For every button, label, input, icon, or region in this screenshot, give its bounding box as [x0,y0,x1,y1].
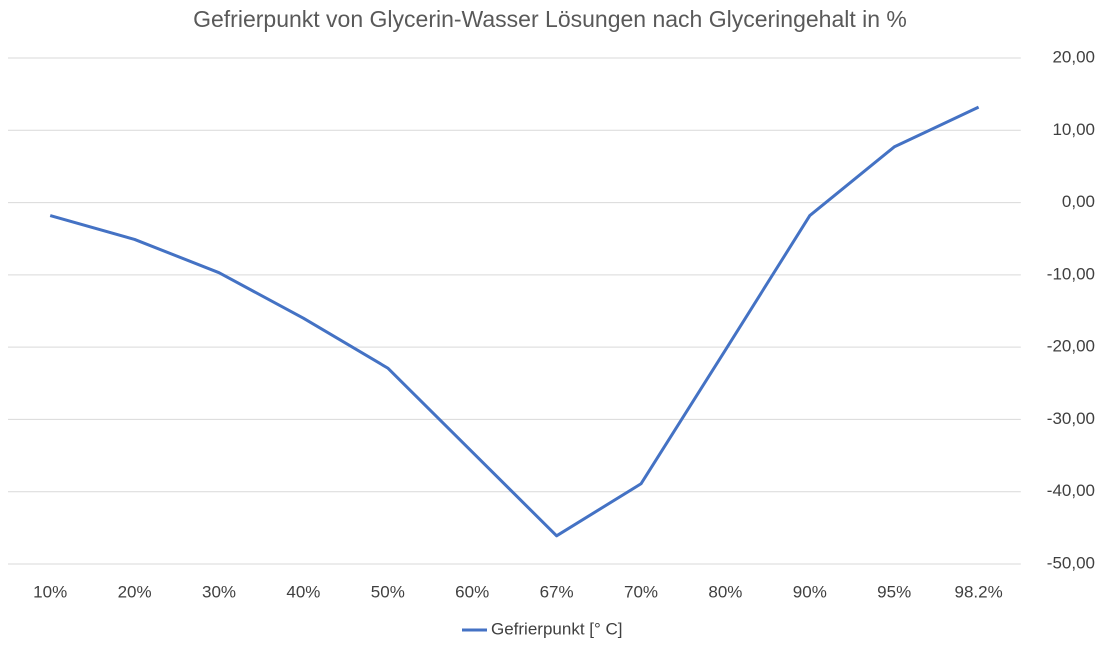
x-tick-label: 30% [202,582,236,601]
y-tick-label: -10,00 [1047,264,1095,283]
chart-title: Gefrierpunkt von Glycerin-Wasser Lösunge… [193,6,907,32]
y-tick-label: 20,00 [1052,47,1095,66]
data-line [49,105,980,538]
x-tick-label: 67% [540,582,574,601]
x-tick-label: 90% [793,582,827,601]
x-tick-label: 98.2% [954,582,1002,601]
y-tick-label: -50,00 [1047,553,1095,572]
x-tick-label: 40% [286,582,320,601]
x-tick-label: 80% [708,582,742,601]
x-tick-label: 60% [455,582,489,601]
x-tick-label: 95% [877,582,911,601]
legend-label: Gefrierpunkt [° C] [491,619,623,638]
x-tick-label: 70% [624,582,658,601]
x-tick-label: 50% [371,582,405,601]
x-tick-label: 20% [118,582,152,601]
y-tick-label: -20,00 [1047,337,1095,356]
y-tick-label: 0,00 [1062,192,1095,211]
y-tick-label: -40,00 [1047,481,1095,500]
x-tick-label: 10% [33,582,67,601]
y-tick-label: 10,00 [1052,120,1095,139]
y-tick-label: -30,00 [1047,409,1095,428]
